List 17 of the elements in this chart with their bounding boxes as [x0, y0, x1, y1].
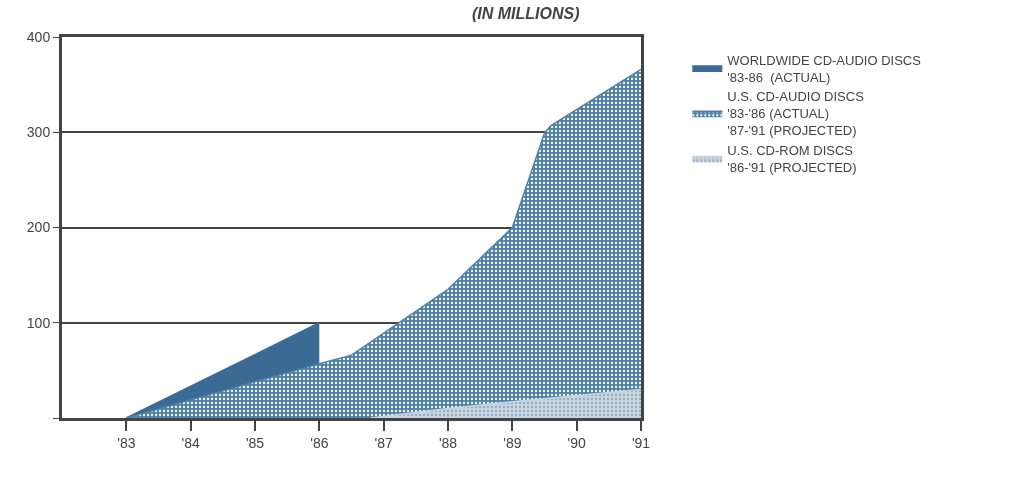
y-tick-label: 100	[26, 314, 51, 331]
x-tick-label: '85	[245, 434, 265, 451]
x-tick-label: '88	[438, 434, 458, 451]
legend-label: U.S. CD-ROM DISCS '86-'91 (PROJECTED)	[727, 143, 857, 176]
x-tick-label: '90	[567, 434, 586, 451]
y-tick-label: 400	[26, 28, 51, 45]
y-tick-label: 200	[26, 219, 51, 236]
x-tick-label: '83	[117, 434, 136, 451]
legend-label: U.S. CD-AUDIO DISCS '83-'86 (ACTUAL) '87-'91 (PROJECTED)	[727, 89, 865, 139]
x-tick-label: '87	[374, 434, 393, 451]
legend-label: WORLDWIDE CD-AUDIO DISCS '83-86 (ACTUAL)	[727, 52, 922, 85]
chart-title: (IN MILLIONS)	[471, 4, 580, 22]
x-tick-label: '84	[181, 434, 200, 451]
x-tick-label: '86	[310, 434, 329, 451]
x-tick-label: '89	[503, 434, 522, 451]
y-tick-label: 300	[26, 124, 51, 141]
x-tick-label: '91	[631, 434, 651, 451]
